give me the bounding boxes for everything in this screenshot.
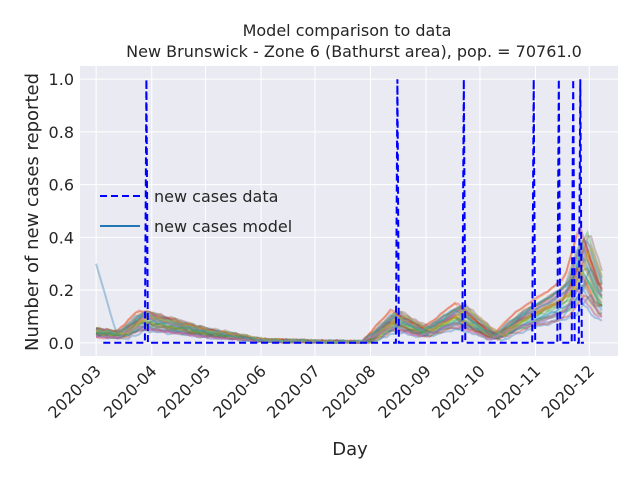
model-run-line	[95, 266, 603, 344]
model-run-line	[96, 268, 603, 344]
model-run-line	[95, 237, 603, 344]
model-run-line	[95, 235, 603, 344]
model-run-line	[95, 284, 603, 344]
y-tick-label: 0.6	[49, 176, 74, 195]
model-run-line	[95, 277, 603, 344]
y-axis-ticks: 0.0 0.2 0.4 0.6 0.8 1.0	[49, 70, 74, 353]
x-tick-label: 2020-10	[428, 361, 489, 422]
x-tick-label: 2020-05	[154, 361, 215, 422]
model-run-line	[95, 241, 603, 344]
model-run-line	[96, 248, 603, 344]
model-run-line	[96, 229, 603, 344]
model-run-line	[95, 223, 603, 344]
model-run-line	[95, 266, 603, 344]
x-axis-ticks: 2020-032020-042020-052020-062020-072020-…	[44, 361, 598, 422]
model-run-line	[96, 246, 603, 344]
chart-subtitle: New Brunswick - Zone 6 (Bathurst area), …	[126, 42, 582, 61]
y-axis-label: Number of new cases reported	[22, 73, 43, 351]
model-run-line	[95, 258, 603, 344]
model-ensemble	[95, 223, 603, 344]
model-run-line	[95, 266, 603, 344]
model-run-line	[95, 294, 603, 344]
model-run-line	[96, 245, 603, 344]
model-run-line	[95, 244, 603, 344]
model-run-line	[95, 283, 603, 344]
model-run-line	[95, 281, 603, 344]
model-run-line	[95, 244, 603, 344]
x-tick-label: 2020-06	[209, 361, 270, 422]
model-run-line	[96, 240, 603, 344]
y-tick-label: 0.0	[49, 334, 74, 353]
model-run-line	[95, 237, 603, 344]
model-run-line	[96, 286, 602, 344]
x-tick-label: 2020-03	[44, 361, 105, 422]
model-run-line	[95, 236, 603, 344]
x-tick-label: 2020-08	[319, 361, 380, 422]
x-tick-label: 2020-07	[263, 361, 324, 422]
x-tick-label: 2020-04	[100, 361, 161, 422]
model-run-line	[95, 263, 603, 344]
model-run-line	[95, 250, 603, 344]
model-run-line	[95, 266, 603, 344]
model-run-line	[95, 238, 603, 344]
model-run-line	[96, 247, 603, 344]
model-run-line	[95, 272, 603, 344]
model-run-line	[95, 288, 602, 344]
x-tick-label: 2020-09	[374, 361, 435, 422]
model-run-line	[95, 252, 603, 344]
y-tick-label: 0.8	[49, 123, 74, 142]
y-tick-label: 1.0	[49, 70, 74, 89]
y-tick-label: 0.2	[49, 281, 74, 300]
model-run-line	[96, 293, 603, 344]
x-axis-label: Day	[332, 439, 368, 460]
y-tick-label: 0.4	[49, 228, 74, 247]
model-run-line	[95, 264, 603, 344]
legend-label-model: new cases model	[154, 217, 292, 236]
legend-label-data: new cases data	[154, 187, 278, 206]
x-tick-label: 2020-11	[484, 361, 545, 422]
model-run-line	[95, 267, 603, 344]
grid-lines	[80, 66, 618, 356]
model-run-line	[95, 234, 603, 344]
chart-title: Model comparison to data	[243, 21, 452, 40]
model-run-line	[95, 238, 603, 344]
model-run-line	[96, 288, 603, 344]
legend: new cases data new cases model	[100, 187, 292, 236]
plot-area	[80, 66, 618, 356]
model-run-line	[95, 248, 603, 344]
x-tick-label: 2020-12	[537, 361, 598, 422]
model-run-line	[95, 263, 603, 344]
